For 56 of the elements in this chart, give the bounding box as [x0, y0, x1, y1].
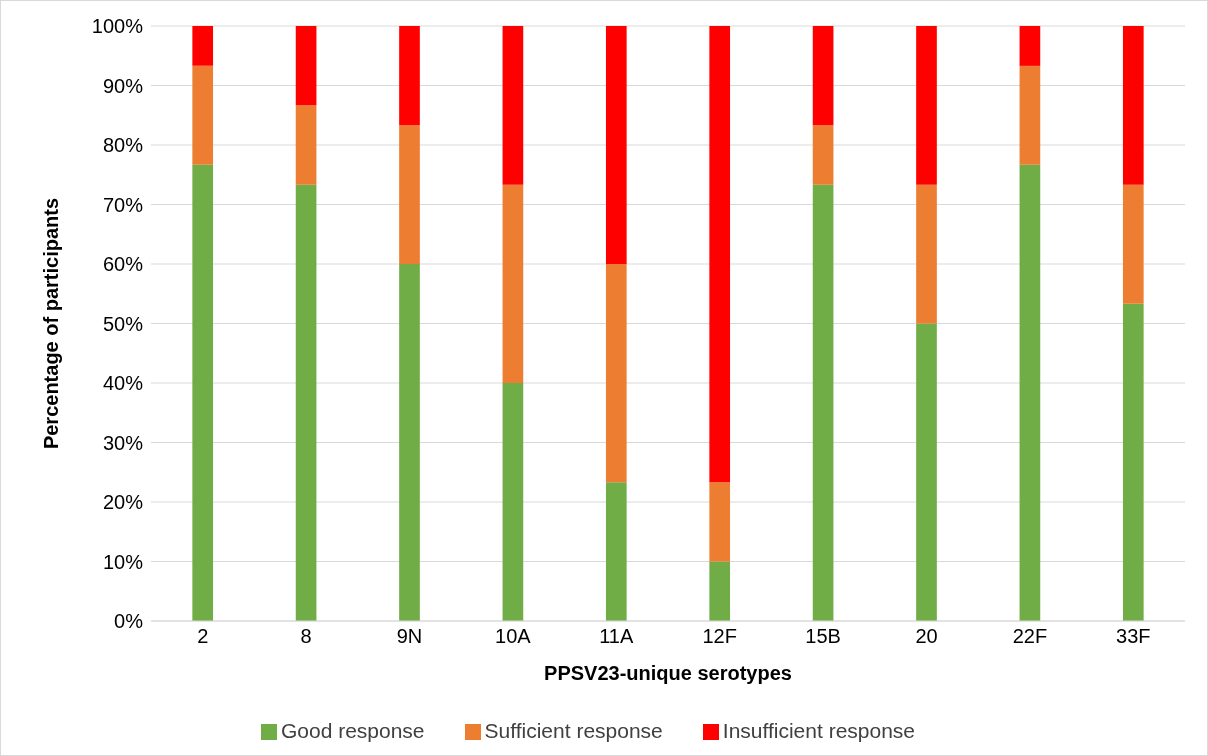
bar — [1019, 65, 1041, 165]
legend-label: Insufficient response — [722, 719, 916, 742]
bar — [502, 184, 524, 383]
bar — [192, 164, 214, 621]
x-tick-label: 8 — [300, 625, 312, 648]
y-tick-label: 100% — [91, 15, 144, 38]
bar — [1019, 164, 1041, 621]
bar — [1122, 303, 1144, 621]
bar — [399, 26, 420, 126]
x-tick-label: 33F — [1116, 625, 1151, 648]
bar — [295, 184, 317, 621]
x-tick-label: 10A — [495, 625, 532, 648]
bar — [709, 26, 731, 483]
y-tick-label: 30% — [102, 431, 144, 454]
y-tick-label: 60% — [102, 253, 144, 276]
x-tick-label: 22F — [1012, 625, 1048, 648]
bar — [295, 26, 317, 106]
bar — [812, 184, 834, 621]
x-tick-label: 2 — [197, 625, 209, 648]
bar — [502, 383, 524, 621]
bar — [1122, 184, 1144, 304]
y-tick-label: 0% — [114, 610, 144, 633]
x-tick-label: 12F — [702, 625, 737, 648]
y-axis-title: Percentage of participants — [40, 197, 63, 450]
y-tick-label: 50% — [102, 312, 144, 335]
bar — [709, 482, 731, 562]
bar — [812, 26, 834, 126]
bar — [399, 125, 420, 264]
bar — [502, 26, 524, 185]
legend-label: Good response — [280, 719, 425, 742]
bar — [1122, 26, 1144, 185]
y-tick-label: 70% — [102, 193, 144, 216]
y-tick-label: 10% — [102, 550, 144, 573]
bar — [916, 26, 937, 185]
x-tick-label: 20 — [915, 625, 938, 648]
bar — [605, 26, 627, 264]
x-tick-label: 15B — [805, 625, 841, 648]
bar — [399, 264, 420, 621]
bar — [605, 482, 627, 621]
bar — [916, 323, 937, 621]
y-tick-label: 40% — [102, 372, 144, 395]
legend-label: Sufficient response — [484, 719, 663, 742]
bar — [605, 264, 627, 483]
bar — [192, 26, 214, 66]
x-axis-title: PPSV23-unique serotypes — [544, 662, 792, 685]
bar — [1019, 26, 1041, 66]
bar — [192, 65, 214, 165]
y-tick-label: 80% — [102, 134, 144, 157]
bar — [916, 184, 937, 324]
bar — [812, 125, 834, 185]
x-tick-label: 11A — [599, 625, 635, 648]
bar — [709, 561, 731, 621]
bar — [295, 105, 317, 185]
x-tick-label: 9N — [396, 625, 423, 648]
y-tick-label: 20% — [102, 491, 144, 514]
y-tick-label: 90% — [102, 74, 144, 97]
